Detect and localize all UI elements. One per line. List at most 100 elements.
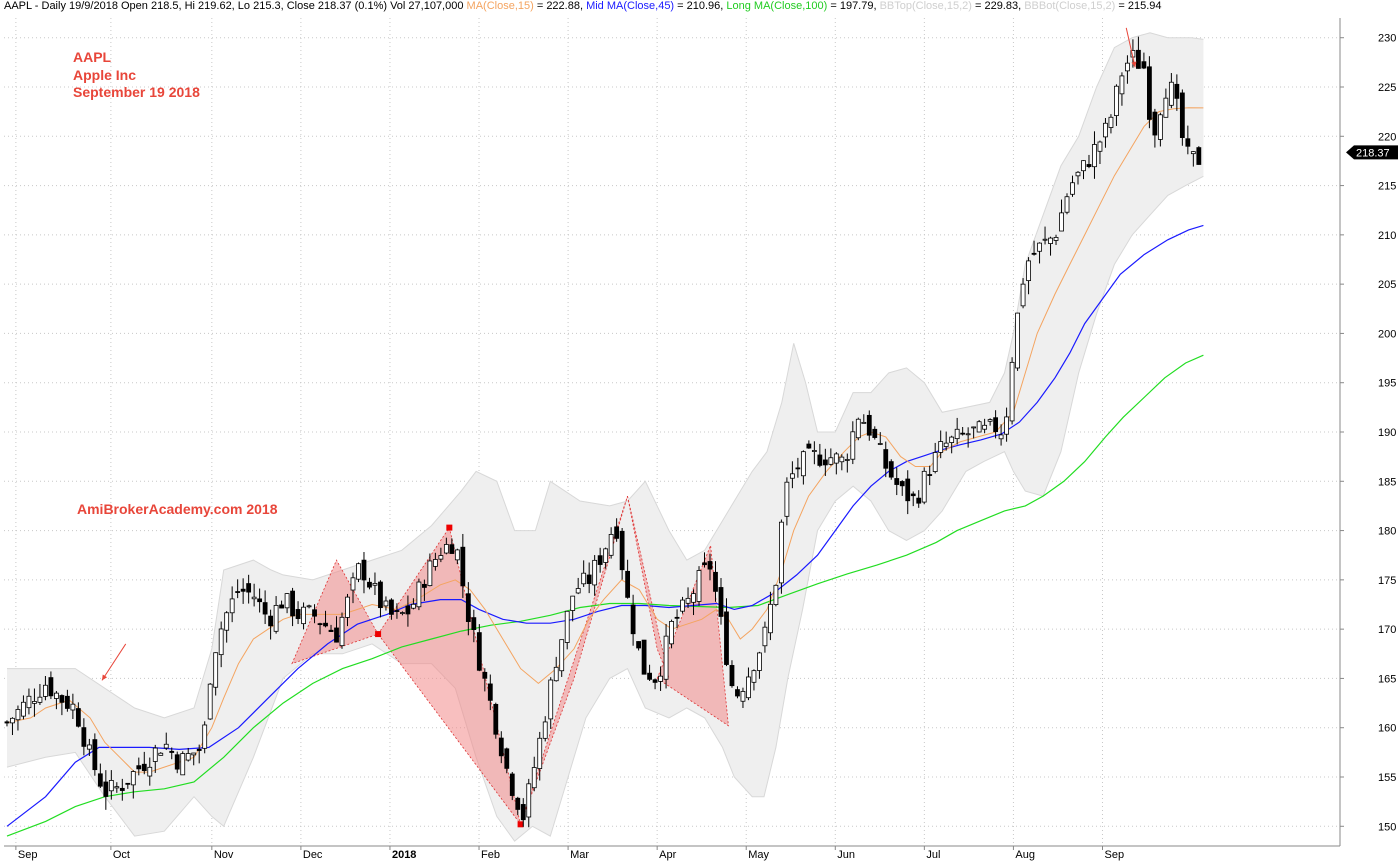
candle-up (965, 433, 971, 436)
candle-up (746, 676, 751, 699)
chart-header: AAPL - Daily 19/9/2018 Open 218.5, Hi 21… (4, 0, 1162, 12)
chart-annotations: AAPL Apple Inc September 19 2018 AmiBrok… (73, 49, 278, 517)
candle-up (345, 596, 350, 618)
candle-up (1042, 238, 1048, 241)
candle-up (1026, 260, 1031, 282)
candle-down (1185, 138, 1191, 147)
candle-down (240, 588, 246, 592)
candle-up (152, 747, 158, 762)
candle-up (70, 703, 76, 711)
candle-up (454, 549, 460, 561)
y-tick-label: 215 (1378, 181, 1396, 193)
candle-up (669, 621, 674, 645)
candle-up (356, 563, 361, 580)
candle-down (619, 530, 625, 571)
candle-down (1146, 66, 1152, 120)
candle-up (1092, 144, 1097, 168)
bbtop-label: BBTop(Close,15,2) (879, 0, 972, 12)
pattern-marker (446, 524, 453, 531)
candle-up (37, 696, 43, 703)
candle-up (400, 612, 405, 614)
ma-value: = 222.88, (533, 0, 587, 12)
price-candles (4, 36, 1202, 828)
candle-down (927, 474, 933, 476)
candle-down (509, 773, 515, 796)
candle-up (581, 572, 587, 585)
arrow-sep-2017-head (101, 674, 108, 681)
candle-up (855, 418, 861, 439)
candle-up (26, 695, 32, 709)
candle-up (954, 428, 960, 440)
candle-up (284, 593, 290, 609)
candle-up (432, 559, 438, 567)
candle-up (559, 639, 565, 672)
x-tick-label: Dec (303, 849, 323, 861)
candle-up (1004, 416, 1009, 435)
candle-up (114, 786, 120, 789)
candle-up (998, 434, 1004, 440)
candle-up (696, 570, 702, 602)
y-tick-label: 205 (1378, 279, 1396, 291)
candle-up (976, 421, 982, 433)
x-tick-label: Feb (481, 849, 500, 861)
candle-up (108, 780, 114, 792)
candle-up (833, 453, 839, 464)
last-price-label: 218.37 (1356, 147, 1390, 159)
candle-up (751, 670, 757, 683)
anno-date: September 19 2018 (73, 84, 200, 100)
candle-down (993, 417, 999, 433)
candle-down (421, 583, 427, 588)
long-value: = 197.79, (827, 0, 880, 12)
y-tick-label: 150 (1378, 821, 1396, 833)
candle-up (800, 451, 806, 477)
candle-up (938, 441, 944, 453)
bb-lower-line (6, 175, 1204, 842)
candle-down (394, 610, 400, 612)
candle-down (103, 781, 109, 797)
candle-up (658, 675, 663, 682)
candle-down (295, 609, 301, 619)
candle-up (301, 606, 306, 625)
candle-down (493, 703, 499, 735)
bb-band-fill (7, 32, 1204, 842)
mid-ma-line (6, 224, 1204, 827)
y-tick-label: 160 (1378, 723, 1396, 735)
arrow-sep-2018 (1125, 27, 1136, 68)
candle-down (246, 583, 252, 593)
candle-down (323, 622, 328, 627)
anno-watermark: AmiBrokerAcademy.com 2018 (77, 501, 278, 517)
candle-down (235, 591, 241, 593)
candle-down (119, 787, 125, 791)
candle-down (389, 599, 394, 615)
candle-up (1048, 237, 1053, 244)
candle-up (680, 599, 685, 612)
ma15-line (6, 107, 1204, 773)
candle-down (916, 497, 922, 504)
mid-value: = 210.96, (674, 0, 727, 12)
pattern-feb-mar (520, 495, 628, 825)
candle-down (674, 616, 680, 619)
candle-up (921, 470, 927, 503)
candle-up (1190, 151, 1196, 155)
candle-down (1196, 147, 1202, 165)
candle-up (949, 436, 955, 443)
y-tick-label: 165 (1378, 673, 1396, 685)
candle-up (553, 666, 559, 682)
candle-down (718, 587, 724, 617)
candle-down (520, 804, 526, 821)
candle-down (1141, 61, 1147, 69)
candle-down (905, 478, 911, 502)
candle-down (822, 459, 828, 466)
x-tick-label: Jul (926, 849, 940, 861)
candle-down (92, 739, 98, 771)
candle-down (1174, 83, 1180, 99)
candle-up (768, 603, 773, 634)
candle-up (1119, 75, 1125, 95)
y-tick-label: 225 (1378, 82, 1396, 94)
candle-up (147, 766, 153, 777)
candle-up (185, 753, 191, 761)
candle-up (1075, 171, 1081, 177)
candle-down (636, 641, 641, 649)
candle-up (1114, 85, 1119, 116)
